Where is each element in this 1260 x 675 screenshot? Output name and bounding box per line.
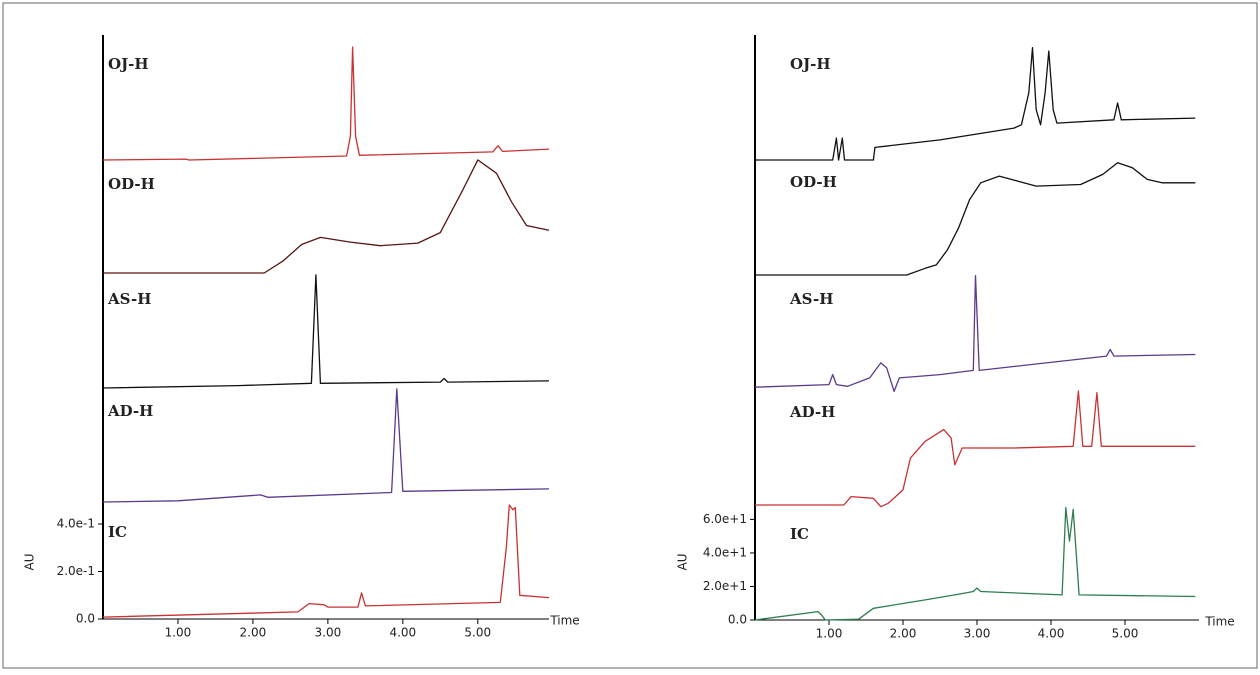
y-tick-label: 4.0e-1 <box>57 517 95 531</box>
trace-label: IC <box>790 525 809 543</box>
x-tick-label: 5.00 <box>1112 627 1139 641</box>
trace-label: OD-H <box>108 175 155 193</box>
trace <box>102 504 550 618</box>
trace <box>102 274 550 389</box>
x-tick-label: 2.00 <box>240 626 267 640</box>
y-tick-label: 2.0e-1 <box>57 564 95 578</box>
trace-label: OJ-H <box>790 55 831 73</box>
y-axis-label: AU <box>23 554 37 571</box>
y-tick-label: 6.0e+1 <box>703 512 747 526</box>
trace <box>754 275 1196 393</box>
trace-label: OJ-H <box>108 55 149 73</box>
trace-label: AD-H <box>107 402 153 420</box>
trace <box>755 390 1196 508</box>
x-tick-label: 3.00 <box>964 627 991 641</box>
trace-label: IC <box>108 523 127 541</box>
y-tick-label: 4.0e+1 <box>703 545 747 559</box>
x-axis-label: Time <box>1204 615 1234 629</box>
trace <box>755 162 1196 276</box>
x-tick-label: 4.00 <box>1038 627 1065 641</box>
trace-label: AS-H <box>789 290 833 308</box>
x-tick-label: 1.00 <box>165 626 192 640</box>
trace <box>755 47 1196 161</box>
x-tick-label: 1.00 <box>816 627 843 641</box>
y-tick-label: 0.0 <box>728 613 747 627</box>
y-tick-label: 2.0e+1 <box>703 579 747 593</box>
x-tick-label: 5.00 <box>464 626 491 640</box>
y-tick-label: 0.0 <box>76 612 95 626</box>
trace <box>102 46 550 161</box>
trace <box>102 388 550 503</box>
trace <box>103 159 550 274</box>
y-axis-label: AU <box>676 554 690 571</box>
trace-label: AD-H <box>789 403 835 421</box>
x-tick-label: 3.00 <box>315 626 342 640</box>
trace <box>754 507 1196 621</box>
trace-label: AS-H <box>107 290 151 308</box>
x-axis-label: Time <box>549 614 579 628</box>
x-tick-label: 2.00 <box>890 627 917 641</box>
x-tick-label: 4.00 <box>389 626 416 640</box>
trace-label: OD-H <box>790 173 837 191</box>
